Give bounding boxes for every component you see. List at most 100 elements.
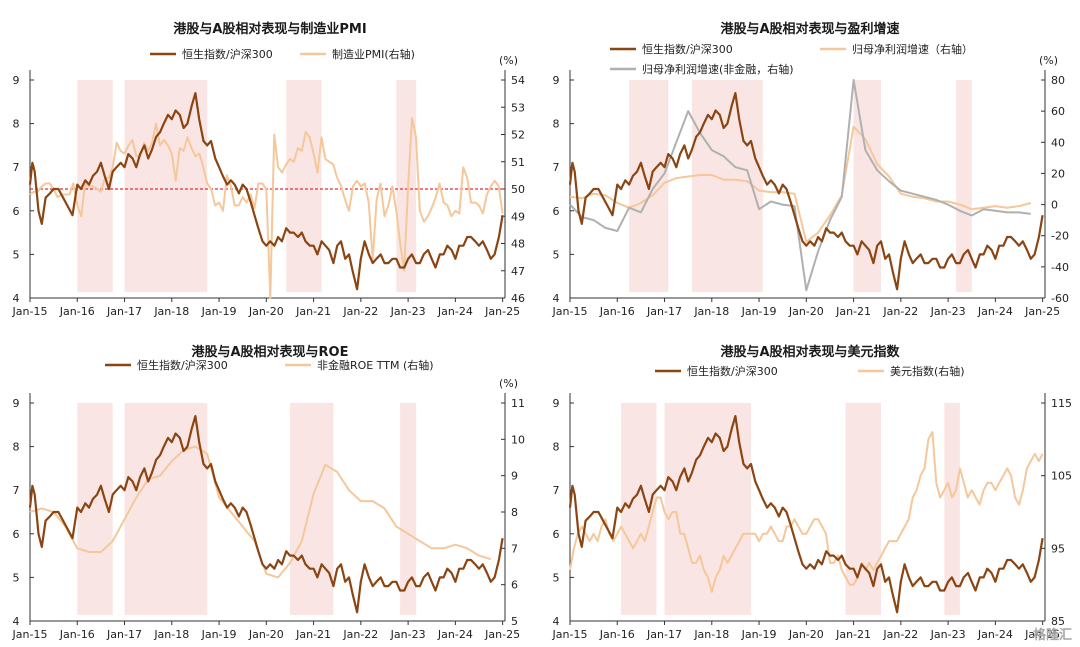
x-tick-label: Jan-15	[12, 628, 48, 641]
x-tick-label: Jan-17	[646, 305, 682, 318]
shaded-period	[396, 80, 417, 292]
x-tick-label: Jan-20	[248, 305, 284, 318]
left-tick-label: 9	[553, 74, 560, 87]
right-tick-label: 40	[1051, 136, 1065, 149]
x-tick-label: Jan-25	[484, 305, 520, 318]
panel-pmi: 港股与A股相对表现与制造业PMI 4 5 6 7 8 9 46 47 48 49 50 51 52 53 54…	[0, 0, 540, 323]
left-tick-label: 5	[13, 571, 20, 584]
legend-label: 恒生指数/沪深300	[687, 364, 778, 378]
chart-svg-usd-index: 港股与A股相对表现与美元指数 4 5 6 7 8 9 85 95 105 115 Jan-15 Jan-…	[552, 344, 1072, 641]
x-tick-label: Jan-17	[106, 628, 142, 641]
right-tick-label: 60	[1051, 105, 1065, 118]
left-tick-label: 8	[13, 118, 20, 131]
x-tick-label: Jan-19	[201, 628, 237, 641]
right-tick-label: 46	[511, 292, 525, 305]
right-axis-unit: (%)	[499, 377, 518, 390]
right-axis-unit: (%)	[499, 54, 518, 67]
x-tick-label: Jan-24	[977, 305, 1013, 318]
left-tick-label: 5	[553, 248, 560, 261]
right-tick-label: 52	[511, 129, 525, 142]
left-tick-label: 7	[13, 484, 20, 497]
right-tick-label: 50	[511, 183, 525, 196]
watermark-logo: 格隆汇	[1032, 628, 1072, 643]
x-tick-label: Jan-20	[788, 305, 824, 318]
shaded-period	[286, 80, 322, 292]
legend-label: 美元指数(右轴)	[890, 364, 965, 378]
x-tick-label: Jan-16	[59, 305, 95, 318]
x-tick-label: Jan-20	[788, 628, 824, 641]
x-tick-label: Jan-24	[437, 305, 473, 318]
legend-label: 非金融ROE TTM (右轴)	[317, 358, 434, 372]
series-line-hk-csi300	[28, 414, 504, 614]
x-tick-label: Jan-19	[201, 305, 237, 318]
chart-title: 港股与A股相对表现与盈利增速	[720, 21, 899, 37]
right-tick-label: 8	[511, 506, 518, 519]
shaded-period	[853, 80, 881, 292]
shaded-period	[124, 403, 208, 615]
chart-title: 港股与A股相对表现与制造业PMI	[173, 21, 366, 37]
right-tick-label: 5	[511, 615, 518, 628]
series-line-hk-csi300	[568, 91, 1044, 291]
shaded-period	[845, 403, 881, 615]
right-tick-label: 80	[1051, 74, 1065, 87]
x-tick-label: Jan-21	[295, 305, 331, 318]
legend-label: 制造业PMI(右轴)	[332, 47, 415, 61]
right-tick-label: 7	[511, 542, 518, 555]
right-tick-label: -40	[1051, 261, 1069, 274]
legend-label: 恒生指数/沪深300	[642, 42, 733, 56]
shaded-period	[944, 403, 960, 615]
left-tick-label: 6	[13, 528, 20, 541]
left-tick-label: 7	[13, 161, 20, 174]
x-tick-label: Jan-18	[693, 628, 729, 641]
left-tick-label: 9	[13, 74, 20, 87]
x-tick-label: Jan-19	[741, 628, 777, 641]
chart-title: 港股与A股相对表现与美元指数	[720, 344, 900, 360]
x-tick-label: Jan-21	[295, 628, 331, 641]
left-tick-label: 7	[553, 484, 560, 497]
chart-svg-pmi: 港股与A股相对表现与制造业PMI 4 5 6 7 8 9 46 47 48 49 50 51 52 53 54…	[12, 21, 525, 318]
legend-label: 归母净利润增速(非金融，右轴)	[642, 62, 794, 76]
right-tick-label: -20	[1051, 230, 1069, 243]
right-tick-label: 53	[511, 101, 525, 114]
series-line-right-2	[569, 79, 1031, 292]
right-tick-label: 47	[511, 265, 525, 278]
x-tick-label: Jan-15	[552, 305, 588, 318]
x-tick-label: Jan-18	[153, 305, 189, 318]
left-tick-label: 6	[13, 205, 20, 218]
x-tick-label: Jan-23	[390, 305, 426, 318]
chart-svg-roe: 港股与A股相对表现与ROE 4 5 6 7 8 9 5 6 7 8 9 10 11 (%) Jan-15 Jan…	[12, 344, 525, 641]
shaded-period	[124, 80, 208, 292]
right-tick-label: 95	[1051, 542, 1065, 555]
x-tick-label: Jan-22	[882, 628, 918, 641]
shaded-period	[621, 403, 657, 615]
x-tick-label: Jan-22	[342, 305, 378, 318]
legend-label: 归母净利润增速（右轴）	[852, 42, 973, 56]
x-tick-label: Jan-20	[248, 628, 284, 641]
left-tick-label: 7	[553, 161, 560, 174]
legend-label: 恒生指数/沪深300	[182, 47, 273, 61]
right-tick-label: 48	[511, 238, 525, 251]
right-tick-label: 54	[511, 74, 525, 87]
x-tick-label: Jan-16	[599, 628, 635, 641]
x-tick-label: Jan-15	[552, 628, 588, 641]
x-tick-label: Jan-19	[741, 305, 777, 318]
right-tick-label: 85	[1051, 615, 1065, 628]
left-tick-label: 5	[553, 571, 560, 584]
x-tick-label: Jan-18	[693, 305, 729, 318]
left-tick-label: 8	[553, 118, 560, 131]
x-tick-label: Jan-25	[1024, 628, 1060, 641]
right-tick-label: -60	[1051, 292, 1069, 305]
legend-label: 恒生指数/沪深300	[137, 358, 228, 372]
panel-profit-growth: 港股与A股相对表现与盈利增速 4 5 6 7 8 9 -60 -40 -20 0 20 40 60 80 (%…	[540, 0, 1080, 323]
series-line-hk-csi300	[28, 91, 504, 291]
shaded-period	[289, 403, 334, 615]
x-tick-label: Jan-17	[106, 305, 142, 318]
right-tick-label: 20	[1051, 167, 1065, 180]
shaded-period	[956, 80, 972, 292]
x-tick-label: Jan-23	[930, 628, 966, 641]
left-tick-label: 5	[13, 248, 20, 261]
panel-usd-index: 港股与A股相对表现与美元指数 4 5 6 7 8 9 85 95 105 115 Jan-15 Jan-…	[540, 323, 1080, 646]
x-tick-label: Jan-21	[835, 305, 871, 318]
left-tick-label: 6	[553, 205, 560, 218]
